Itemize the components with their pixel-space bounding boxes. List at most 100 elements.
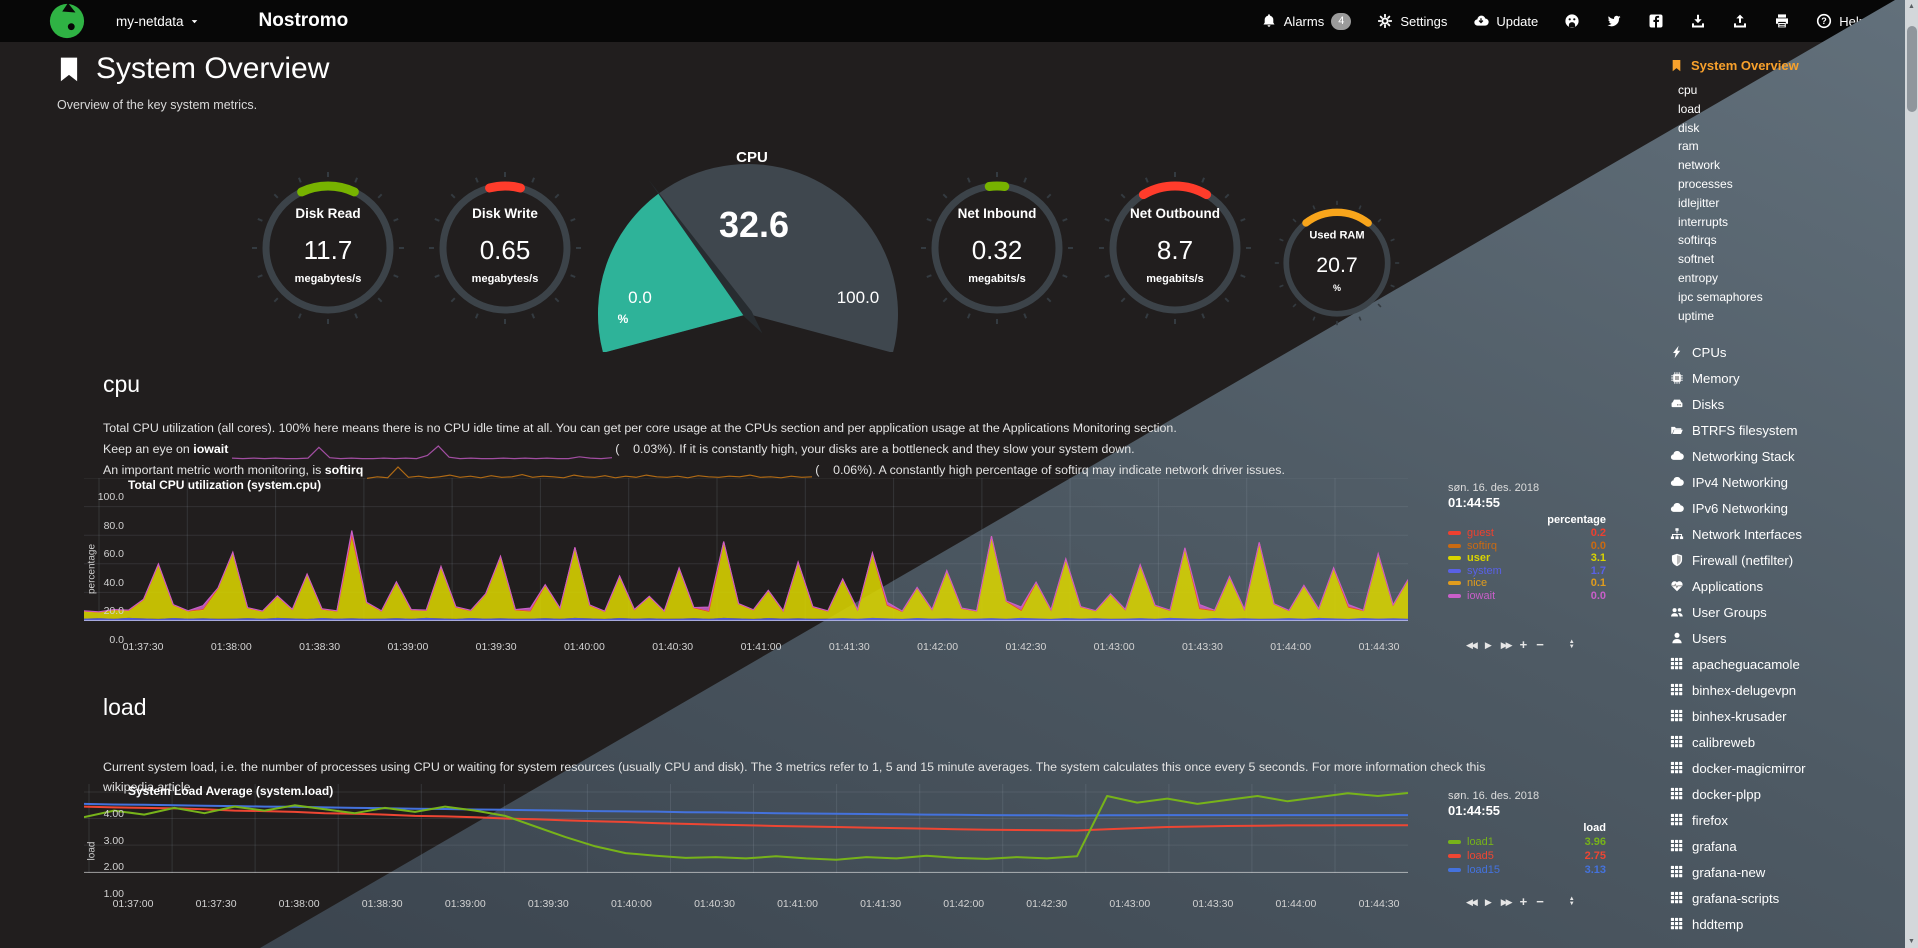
grid-icon (1670, 683, 1684, 697)
load-chart[interactable]: System Load Average (system.load) 4.00 3.0… (83, 784, 1606, 916)
page-scrollbar[interactable]: ▲ ▼ (1905, 0, 1918, 948)
y-axis-tick: 0.0 (109, 634, 124, 646)
sidebar-subitem-ram[interactable]: ram (1678, 139, 1699, 154)
legend-item-load5[interactable]: load5 2.75 (1448, 850, 1606, 863)
x-axis-tick: 01:39:00 (444, 898, 486, 910)
gauge-net-outbound[interactable]: Net Outbound 8.7 megabits/s (1087, 160, 1263, 336)
x-axis-tick: 01:37:30 (195, 898, 237, 910)
gauge-disk-read[interactable]: Disk Read 11.7 megabytes/s (240, 160, 416, 336)
y-axis-label: load (86, 841, 98, 860)
sidebar-item-apacheguacamole[interactable]: apacheguacamole (1670, 651, 1908, 677)
hdd-icon (1670, 397, 1684, 411)
sidebar-item-ipv4-networking[interactable]: IPv4 Networking (1670, 469, 1908, 495)
sidebar-item-label: binhex-krusader (1692, 708, 1787, 724)
sidebar-subitem-load[interactable]: load (1678, 101, 1701, 116)
sidebar-item-memory[interactable]: Memory (1670, 365, 1908, 391)
y-axis-tick: 2.00 (103, 861, 124, 874)
sidebar-item-docker-magicmirror[interactable]: docker-magicmirror (1670, 755, 1908, 781)
legend-item-nice[interactable]: nice 0.1 (1448, 577, 1606, 589)
gauge-disk-write[interactable]: Disk Write 0.65 megabytes/s (417, 160, 593, 336)
sidebar-item-btrfs-filesystem[interactable]: BTRFS filesystem (1670, 417, 1908, 443)
zoom-out-icon[interactable]: − (1536, 894, 1544, 909)
sidebar-item-hddtemp[interactable]: hddtemp (1670, 911, 1908, 937)
sidebar-subitem-softnet[interactable]: softnet (1678, 252, 1715, 267)
legend-item-load1[interactable]: load1 3.96 (1448, 836, 1606, 849)
gauge-net-inbound[interactable]: Net Inbound 0.32 megabits/s (909, 160, 1085, 336)
resize-icon[interactable]: ▲ ▼ (1568, 639, 1575, 650)
zoom-out-icon[interactable]: − (1536, 637, 1544, 652)
sidebar-item-docker-plpp[interactable]: docker-plpp (1670, 781, 1908, 807)
scrollbar-up-icon[interactable]: ▲ (1908, 3, 1915, 10)
my-netdata-dropdown[interactable]: my-netdata (116, 14, 199, 29)
sidebar-subitem-softirqs[interactable]: softirqs (1678, 233, 1717, 248)
pan-backward-icon[interactable]: ◀◀ (1466, 897, 1478, 907)
sidebar-item-label: docker-plpp (1692, 786, 1761, 802)
sidebar-subitem-network[interactable]: network (1678, 158, 1721, 173)
sidebar-item-cpus[interactable]: CPUs (1670, 339, 1908, 365)
grid-icon (1670, 813, 1684, 827)
netdata-logo-icon[interactable] (48, 2, 86, 40)
sidebar-subitem-cpu[interactable]: cpu (1678, 83, 1698, 97)
sidebar-subitem-entropy[interactable]: entropy (1678, 270, 1719, 285)
pan-forward-icon[interactable]: ▶▶ (1500, 640, 1513, 650)
sidebar-item-label: IPv6 Networking (1692, 500, 1789, 516)
x-axis-tick: 01:38:30 (299, 641, 341, 653)
sidebar-item-networking-stack[interactable]: Networking Stack (1670, 443, 1908, 469)
sidebar-item-disks[interactable]: Disks (1670, 391, 1908, 417)
play-icon[interactable]: ▶ (1484, 897, 1492, 907)
cpu-gauge-title: CPU (736, 149, 768, 166)
legend-date: søn. 16. des. 2018 (1448, 482, 1540, 494)
zoom-in-icon[interactable]: + (1519, 894, 1528, 909)
gauge-used-ram[interactable]: Used RAM 20.7 % (1265, 191, 1409, 335)
folder-open-icon (1670, 423, 1684, 437)
legend-item-softirq[interactable]: softirq 0.0 (1448, 540, 1606, 552)
sidebar-subitem-idlejitter[interactable]: idlejitter (1678, 195, 1720, 210)
microchip-icon (1670, 371, 1684, 385)
sidebar-item-users[interactable]: Users (1670, 625, 1908, 651)
sidebar-item-grafana-new[interactable]: grafana-new (1670, 859, 1908, 885)
sidebar-item-network-interfaces[interactable]: Network Interfaces (1670, 521, 1908, 547)
pan-backward-icon[interactable]: ◀◀ (1466, 640, 1478, 650)
chart-plot-area[interactable] (83, 477, 1409, 622)
play-icon[interactable]: ▶ (1484, 640, 1492, 650)
section-heading-load: load (103, 694, 147, 721)
sidebar-item-ipv6-networking[interactable]: IPv6 Networking (1670, 495, 1908, 521)
sidebar-item-grafana-scripts[interactable]: grafana-scripts (1670, 885, 1908, 911)
sidebar-item-system-overview[interactable]: System Overview (1670, 58, 1908, 73)
scrollbar-down-icon[interactable]: ▼ (1908, 938, 1915, 945)
sidebar-item-binhex-krusader[interactable]: binhex-krusader (1670, 703, 1908, 729)
sidebar-item-applications[interactable]: Applications (1670, 573, 1908, 599)
sidebar-item-binhex-delugevpn[interactable]: binhex-delugevpn (1670, 677, 1908, 703)
y-axis-tick: 100.0 (97, 491, 124, 503)
sidebar-item-firefox[interactable]: firefox (1670, 807, 1908, 833)
x-axis-tick: 01:40:30 (652, 641, 694, 653)
resize-icon[interactable]: ▲ ▼ (1568, 896, 1575, 907)
sidebar-item-label: hddtemp (1692, 916, 1744, 932)
sidebar-item-grafana[interactable]: grafana (1670, 833, 1908, 859)
sidebar-item-firewall-netfilter-[interactable]: Firewall (netfilter) (1670, 547, 1908, 573)
legend-item-iowait[interactable]: iowait 0.0 (1448, 590, 1606, 602)
legend-item-guest[interactable]: guest 0.2 (1448, 527, 1606, 539)
sidebar-item-label: firefox (1692, 812, 1728, 828)
grid-icon (1670, 787, 1684, 801)
sidebar-subitem-interrupts[interactable]: interrupts (1678, 214, 1729, 229)
pan-forward-icon[interactable]: ▶▶ (1500, 897, 1513, 907)
y-axis-tick: 4.00 (103, 808, 124, 820)
sidebar-subitem-uptime[interactable]: uptime (1678, 308, 1715, 323)
scrollbar-thumb[interactable] (1906, 26, 1917, 112)
sidebar-subitem-processes[interactable]: processes (1678, 176, 1733, 191)
sidebar-item-user-groups[interactable]: User Groups (1670, 599, 1908, 625)
gauge-cpu[interactable]: CPU 32.6 0.0 100.0 % (596, 142, 916, 353)
sidebar-subitem-ipc-semaphores[interactable]: ipc semaphores (1678, 289, 1763, 304)
legend-item-user[interactable]: user 3.1 (1448, 552, 1606, 564)
bookmark-icon (1670, 59, 1683, 72)
zoom-in-icon[interactable]: + (1519, 637, 1528, 652)
legend-item-load15[interactable]: load15 3.13 (1448, 864, 1606, 877)
sidebar-item-calibreweb[interactable]: calibreweb (1670, 729, 1908, 755)
cpu-chart[interactable]: Total CPU utilization (system.cpu) 100.0 8… (83, 477, 1606, 660)
legend-swatch (1448, 543, 1461, 548)
sidebar-subitem-disk[interactable]: disk (1678, 120, 1700, 135)
legend-item-system[interactable]: system 1.7 (1448, 565, 1606, 577)
sidebar-item-label: Users (1692, 630, 1727, 646)
